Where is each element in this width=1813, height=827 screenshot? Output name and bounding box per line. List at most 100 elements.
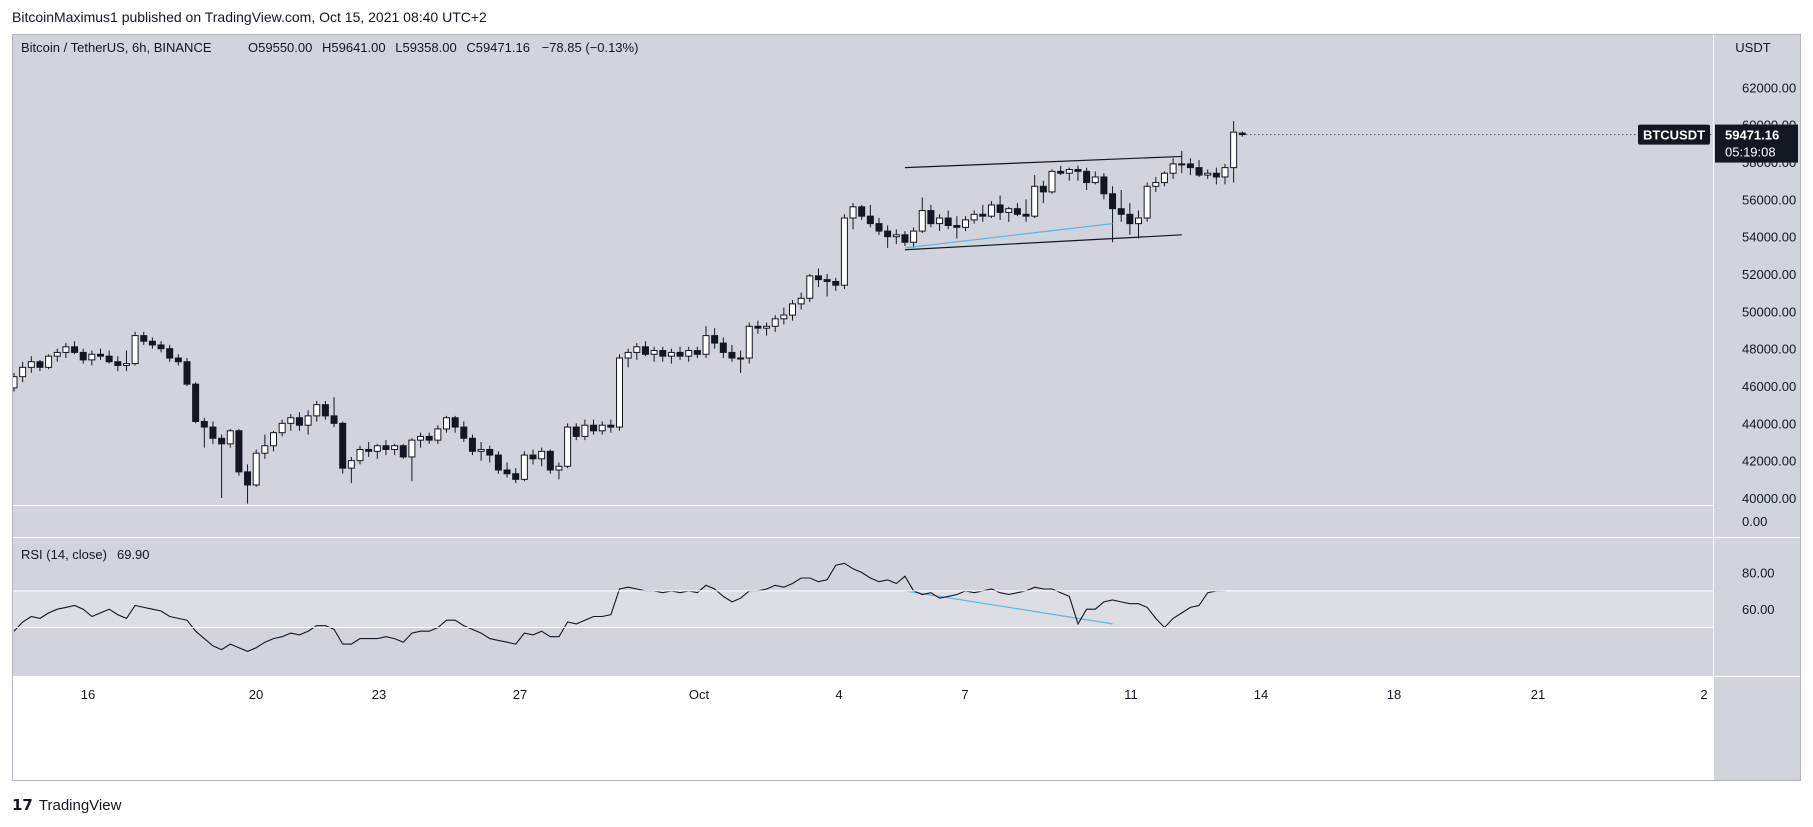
candle-body — [183, 361, 191, 385]
candle-body — [114, 361, 122, 366]
candle-body — [512, 473, 520, 480]
candle-body — [1100, 176, 1108, 195]
candle-body — [140, 335, 148, 342]
time-tick-label: 2 — [1700, 687, 1707, 702]
candle-body — [538, 450, 546, 460]
candle-body — [1039, 185, 1047, 193]
candle-body — [814, 275, 822, 281]
candle-body — [564, 426, 572, 467]
time-tick-label: 11 — [1124, 687, 1138, 702]
candle-body — [1221, 167, 1229, 178]
legend-ohlc: O59550.00 H59641.00 L59358.00 C59471.16 … — [248, 40, 638, 55]
candle-body — [235, 430, 243, 473]
candle-body — [226, 430, 234, 445]
candle-body — [546, 450, 554, 471]
candle-body — [728, 351, 736, 359]
price-tag-price: 59471.16 — [1725, 128, 1779, 143]
chart-frame[interactable]: 62000.0060000.0058000.0056000.0054000.00… — [12, 34, 1801, 781]
candle-body — [157, 344, 165, 350]
candle-body — [252, 452, 260, 486]
candle-body — [1065, 168, 1073, 174]
candle-body — [719, 342, 727, 353]
candle-body — [261, 445, 269, 454]
candle-body — [1005, 208, 1013, 213]
candle-body — [1152, 182, 1160, 187]
candle-body — [659, 350, 667, 357]
chart-canvas[interactable]: 62000.0060000.0058000.0056000.0054000.00… — [13, 35, 1800, 780]
candle-body — [19, 366, 27, 378]
price-tick-label: 44000.00 — [1742, 416, 1796, 431]
rsi-line — [13, 562, 1226, 652]
candle-body — [1204, 172, 1212, 176]
candle-body — [780, 314, 788, 320]
candle-body — [460, 426, 468, 439]
candle-body — [304, 415, 312, 426]
rsi-tick-label: 60.00 — [1742, 602, 1775, 617]
price-tick-label: 52000.00 — [1742, 267, 1796, 282]
candle-body — [313, 404, 321, 417]
candle-body — [45, 355, 53, 368]
candle-body — [486, 448, 494, 456]
candle-body — [1022, 213, 1030, 217]
candle-body — [27, 361, 35, 368]
trendlines-layer — [13, 134, 1713, 652]
candle-body — [641, 346, 649, 355]
price-tick-label: 56000.00 — [1742, 192, 1796, 207]
candle-body — [477, 448, 485, 452]
candle-body — [598, 424, 606, 432]
candle-body — [1057, 170, 1065, 174]
candle-body — [979, 213, 987, 217]
candle-body — [1109, 193, 1117, 210]
candle-body — [927, 210, 935, 225]
price-tick-label: 40000.00 — [1742, 491, 1796, 506]
candle-body — [944, 217, 952, 226]
candle-body — [399, 445, 407, 458]
candle-body — [1083, 170, 1091, 184]
price-tick-label: 54000.00 — [1742, 230, 1796, 245]
candle-body — [373, 445, 381, 452]
candle-body — [71, 346, 79, 353]
candle-body — [1031, 185, 1039, 217]
tradingview-logo-icon: 17 — [12, 796, 33, 814]
candle-body — [1212, 172, 1220, 178]
candle-body — [503, 469, 511, 475]
candle-body — [633, 346, 641, 353]
candle-body — [382, 445, 390, 450]
candle-body — [339, 422, 347, 469]
candle-body — [425, 435, 433, 441]
candle-body — [711, 335, 719, 344]
candle-body — [823, 279, 831, 282]
candles-layer — [13, 120, 1246, 504]
candle-body — [520, 454, 528, 480]
rsi-value: 69.90 — [117, 547, 150, 562]
candle-body — [209, 426, 217, 439]
candle-body — [970, 213, 978, 221]
candle-body — [1013, 208, 1021, 215]
candle-body — [892, 234, 900, 238]
time-tick-label: 27 — [513, 687, 527, 702]
rsi-name: RSI (14, close) — [21, 547, 107, 562]
candle-body — [244, 471, 252, 486]
candle-body — [962, 219, 969, 228]
legend-close-label: C — [466, 40, 475, 55]
candle-body — [607, 424, 615, 428]
candle-body — [148, 340, 156, 346]
rsi-divergence-line — [904, 590, 1113, 625]
publisher-text: BitcoinMaximus1 published on TradingView… — [12, 9, 487, 25]
candle-body — [408, 439, 416, 458]
candle-body — [417, 435, 425, 441]
candle-body — [936, 217, 944, 225]
candle-body — [572, 426, 580, 437]
price-divergence-line — [904, 223, 1113, 249]
price-tag-price-bg — [1715, 124, 1798, 163]
candle-body — [443, 417, 450, 430]
candle-body — [347, 460, 355, 469]
candle-body — [1195, 167, 1203, 176]
price-pane-background — [13, 35, 1713, 676]
candle-body — [1178, 163, 1186, 166]
candle-body — [1074, 168, 1082, 172]
candle-body — [1091, 176, 1099, 184]
channel-upper-line — [904, 155, 1182, 169]
volume-zero-tick: 0.00 — [1742, 514, 1767, 529]
footer-brand: TradingView — [38, 796, 122, 814]
